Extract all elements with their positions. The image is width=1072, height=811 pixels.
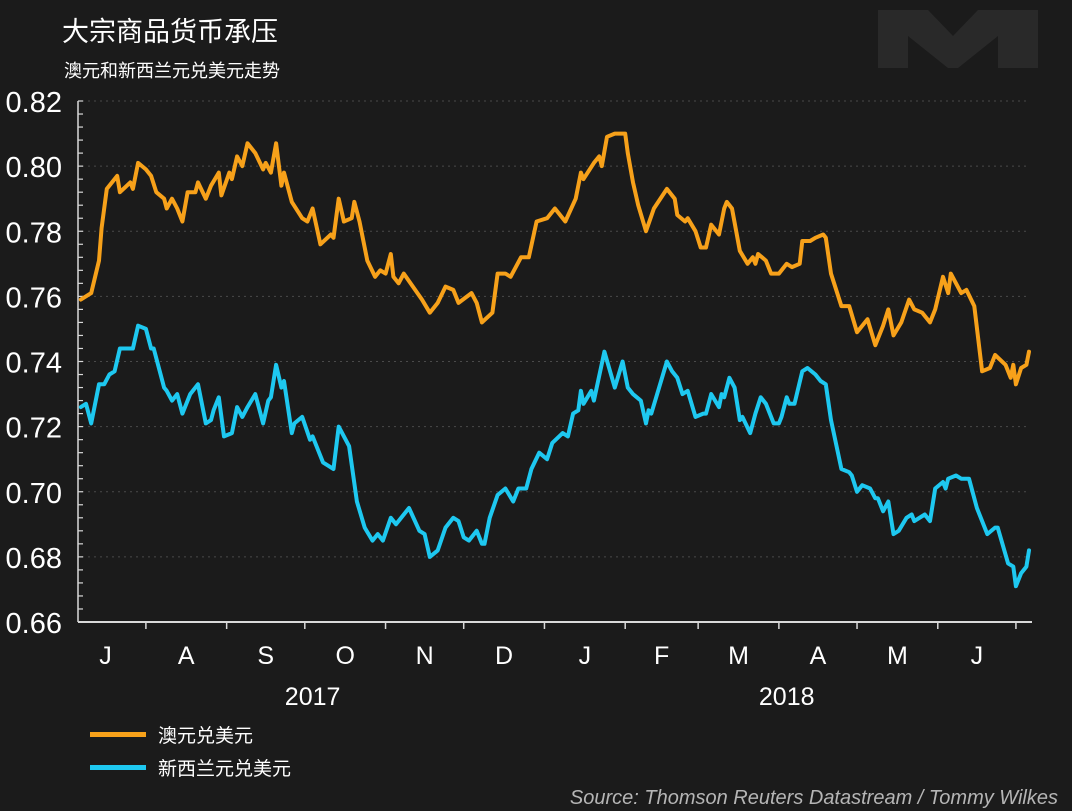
y-tick-label: 0.82 [6, 87, 62, 119]
legend-item-nzd: 新西兰元兑美元 [90, 751, 291, 784]
x-month-label: S [257, 642, 274, 670]
gridlines [82, 100, 1030, 558]
x-month-label: M [887, 642, 908, 670]
legend-label-aud: 澳元兑美元 [158, 726, 254, 747]
x-month-label: M [728, 642, 749, 670]
chart-title: 大宗商品货币承压 [62, 17, 278, 48]
legend-label-nzd: 新西兰元兑美元 [158, 759, 292, 780]
x-month-label: O [335, 642, 354, 670]
x-month-label: F [654, 642, 669, 670]
legend-swatch-nzd [90, 765, 146, 770]
x-month-label: J [579, 642, 592, 670]
x-axis: J A S O N D J F M A M J 2017 2018 [78, 621, 1032, 711]
x-month-label: J [971, 642, 984, 670]
legend-swatch-aud [90, 732, 146, 737]
series-line-nzd [78, 323, 1031, 589]
x-month-label: N [416, 642, 434, 670]
series-lines [78, 131, 1031, 589]
x-month-label: J [99, 642, 112, 670]
logo-watermark-icon [878, 10, 1038, 68]
y-tick-label: 0.72 [6, 413, 62, 445]
legend-item-aud: 澳元兑美元 [90, 718, 291, 751]
x-month-label: D [495, 642, 513, 670]
x-year-label: 2018 [759, 683, 815, 711]
chart-subtitle: 澳元和新西兰元兑美元走势 [64, 61, 280, 81]
source-note: Source: Thomson Reuters Datastream / Tom… [569, 787, 1058, 809]
y-tick-label: 0.80 [6, 152, 62, 184]
y-tick-label: 0.74 [6, 348, 62, 380]
y-axis: 0.66 0.68 0.70 0.72 0.74 0.76 0.78 0.80 0.82 [6, 87, 83, 640]
y-tick-label: 0.76 [6, 282, 62, 314]
x-month-label: A [178, 642, 195, 670]
y-tick-label: 0.70 [6, 478, 62, 510]
series-line-aud [78, 131, 1031, 387]
legend: 澳元兑美元 新西兰元兑美元 [90, 718, 291, 784]
x-year-label: 2017 [285, 683, 341, 711]
y-tick-label: 0.66 [6, 608, 62, 640]
x-month-label: A [810, 642, 827, 670]
y-tick-label: 0.78 [6, 217, 62, 249]
y-tick-label: 0.68 [6, 543, 62, 575]
